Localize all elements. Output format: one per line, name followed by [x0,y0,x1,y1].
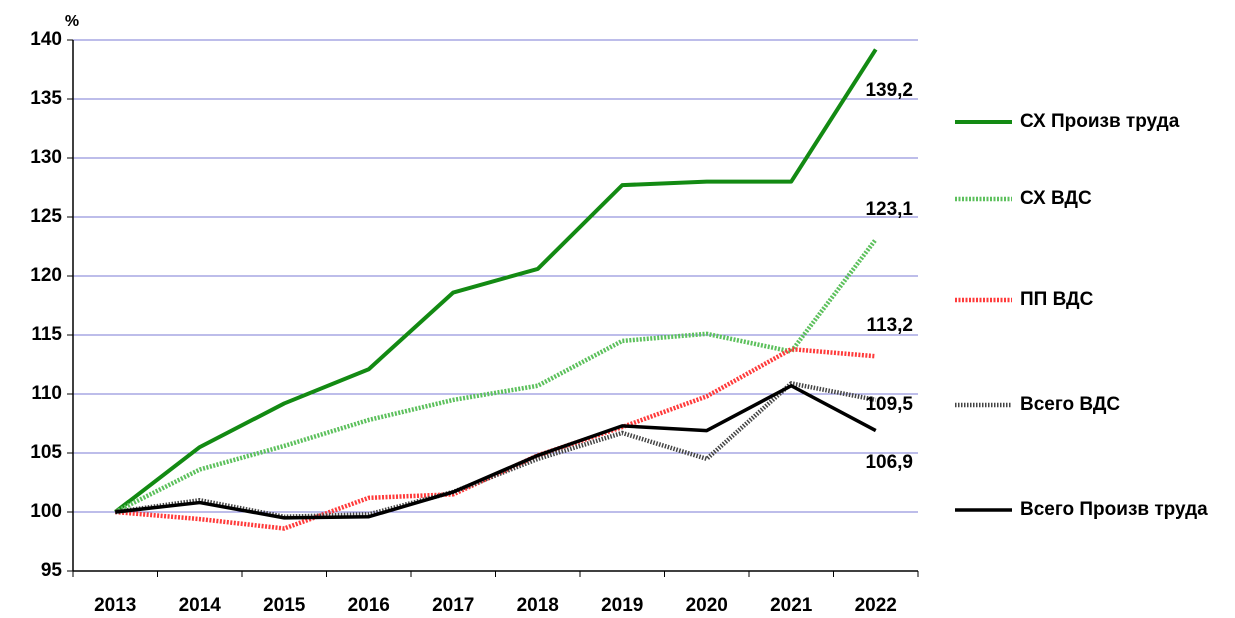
y-tick-label: 115 [31,324,62,345]
value-label: 106,9 [865,452,913,473]
y-tick-label: 100 [30,501,62,522]
x-tick-label: 2013 [94,595,136,616]
series-line [115,346,876,531]
y-tick-label: 130 [30,147,62,168]
value-label: 139,2 [865,80,913,101]
legend-label: СХ Произв труда [1020,111,1180,132]
legend-label: СХ ВДС [1020,188,1092,209]
value-label: 113,2 [867,315,914,336]
series-line [114,238,878,515]
y-tick-label: 135 [30,88,62,109]
series-line [115,383,877,520]
x-tick-label: 2019 [601,595,643,616]
legend-label: ПП ВДС [1020,289,1094,310]
x-tick-label: 2017 [432,595,474,616]
y-tick-label: 140 [30,29,62,50]
y-tick-label: 120 [30,265,62,286]
y-tick-label: 95 [41,560,63,581]
y-tick-label: 125 [30,206,62,227]
y-axis-unit: % [65,13,79,30]
y-tick-label: 110 [31,383,62,404]
legend-label: Всего Произв труда [1020,499,1208,520]
x-tick-label: 2021 [770,595,813,616]
x-tick-label: 2016 [348,595,390,616]
value-label: 123,1 [865,199,913,220]
x-tick-label: 2020 [686,595,728,616]
x-tick-label: 2014 [179,595,222,616]
x-tick-label: 2018 [517,595,559,616]
x-tick-label: 2022 [855,595,897,616]
legend-label: Всего ВДС [1020,394,1120,415]
value-label: 109,5 [865,394,913,415]
x-tick-label: 2015 [263,595,306,616]
series-line [114,48,878,514]
y-tick-label: 105 [30,442,62,463]
